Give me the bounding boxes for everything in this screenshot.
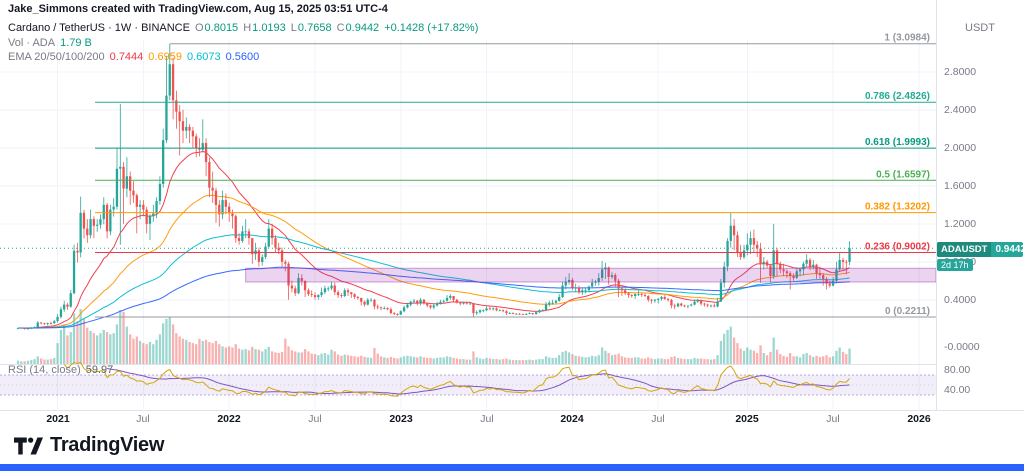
ohlc-open: O 0.8015 <box>194 22 239 34</box>
change-value: +0.1428 (+17.82%) <box>384 22 479 34</box>
price-axis-label: 1.6000 <box>944 180 977 192</box>
volume-legend-row[interactable]: Vol · ADA 1.79 B <box>8 37 92 49</box>
attribution-text: Jake_Simmons created with TradingView.co… <box>8 3 388 15</box>
rsi-label: RSI (14, close) <box>8 364 81 376</box>
ohlc-high: H 1.0193 <box>243 22 286 34</box>
last-price-value: 0.9442 <box>995 244 1023 255</box>
ema-lines-layer <box>18 150 850 329</box>
time-axis-label-2024: 2024 <box>560 413 584 425</box>
rsi-value: 59.97 <box>85 364 114 376</box>
svg-text:0.382 (1.3202): 0.382 (1.3202) <box>865 202 930 213</box>
time-axis-label-2021: 2021 <box>46 413 70 425</box>
time-axis[interactable]: 2021 Jul 2022 Jul 2023 Jul 2024 Jul 2025 Jul 2026 <box>0 410 1024 428</box>
ema100-value: 0.6073 <box>186 51 221 63</box>
ema-label: EMA 20/50/100/200 <box>8 51 105 63</box>
ohlc-close: C 0.9442 <box>336 22 380 34</box>
price-axis-label: 2.8000 <box>944 66 977 78</box>
tradingview-logo-icon <box>14 436 43 455</box>
rsi-pane-layer <box>0 361 936 397</box>
ema50-value: 0.6959 <box>148 51 182 63</box>
price-axis-label: 2.0000 <box>944 142 977 154</box>
price-axis[interactable]: 2.80002.40002.00001.60001.20000.80000.40… <box>936 0 1024 410</box>
svg-text:0 (0.2211): 0 (0.2211) <box>885 306 930 317</box>
price-axis-label: 2.4000 <box>944 104 977 116</box>
price-axis-label: 1.2000 <box>944 218 977 230</box>
time-axis-label-jul: Jul <box>651 413 665 425</box>
rsi-axis-label: 80.00 <box>944 364 971 376</box>
time-axis-label-jul: Jul <box>136 413 150 425</box>
footer-branding: TradingView <box>0 427 1024 464</box>
quote-currency-label: USDT <box>965 22 995 34</box>
svg-text:0.786 (2.4826): 0.786 (2.4826) <box>865 91 930 102</box>
price-axis-label: 0.4000 <box>944 294 977 306</box>
volume-label: Vol · ADA <box>8 37 56 49</box>
bar-countdown: 2d 17h <box>937 259 973 271</box>
symbol-title[interactable]: Cardano / TetherUS · 1W · BINANCE <box>8 22 190 34</box>
ohlc-low: L 0.7658 <box>290 22 332 34</box>
svg-text:0.236 (0.9002): 0.236 (0.9002) <box>865 242 930 253</box>
time-axis-label-2023: 2023 <box>389 413 413 425</box>
time-axis-label-2026: 2026 <box>907 413 931 425</box>
svg-text:0.618 (1.9993): 0.618 (1.9993) <box>865 137 930 148</box>
symbol-tag: ADAUSDT <box>937 242 992 257</box>
price-axis-label: -0.0000 <box>944 341 980 353</box>
fib-retracement-layer[interactable]: 1 (3.0984) 0.786 (2.4826) 0.618 (1.9993) 0.… <box>95 33 936 318</box>
symbol-info-row[interactable]: Cardano / TetherUS · 1W · BINANCE O 0.801… <box>8 22 478 34</box>
svg-text:1 (3.0984): 1 (3.0984) <box>884 33 930 44</box>
ema20-value: 0.7444 <box>109 51 144 63</box>
svg-text:0.5 (1.6597): 0.5 (1.6597) <box>876 169 930 180</box>
volume-layer <box>16 309 851 365</box>
ema200-value: 0.5600 <box>225 51 260 63</box>
support-zone-rect[interactable] <box>245 267 936 283</box>
rsi-axis-label: 40.00 <box>944 384 971 396</box>
last-price-badge: ADAUSDT 0.9442 <box>937 242 1023 257</box>
candles-layer <box>16 43 851 330</box>
bottom-accent-bar <box>0 464 1024 471</box>
price-chart-canvas[interactable]: 1 (3.0984) 0.786 (2.4826) 0.618 (1.9993) 0.… <box>0 0 936 412</box>
time-axis-label-jul: Jul <box>826 413 840 425</box>
time-axis-label-2022: 2022 <box>217 413 241 425</box>
time-axis-label-jul: Jul <box>480 413 494 425</box>
rsi-legend-row[interactable]: RSI (14, close) 59.97 <box>8 364 113 376</box>
volume-value: 1.79 B <box>60 37 92 49</box>
time-axis-label-jul: Jul <box>308 413 322 425</box>
tradingview-wordmark: TradingView <box>50 434 165 456</box>
time-axis-label-2025: 2025 <box>735 413 759 425</box>
ema-legend-row[interactable]: EMA 20/50/100/200 0.7444 0.6959 0.6073 0… <box>8 51 259 63</box>
